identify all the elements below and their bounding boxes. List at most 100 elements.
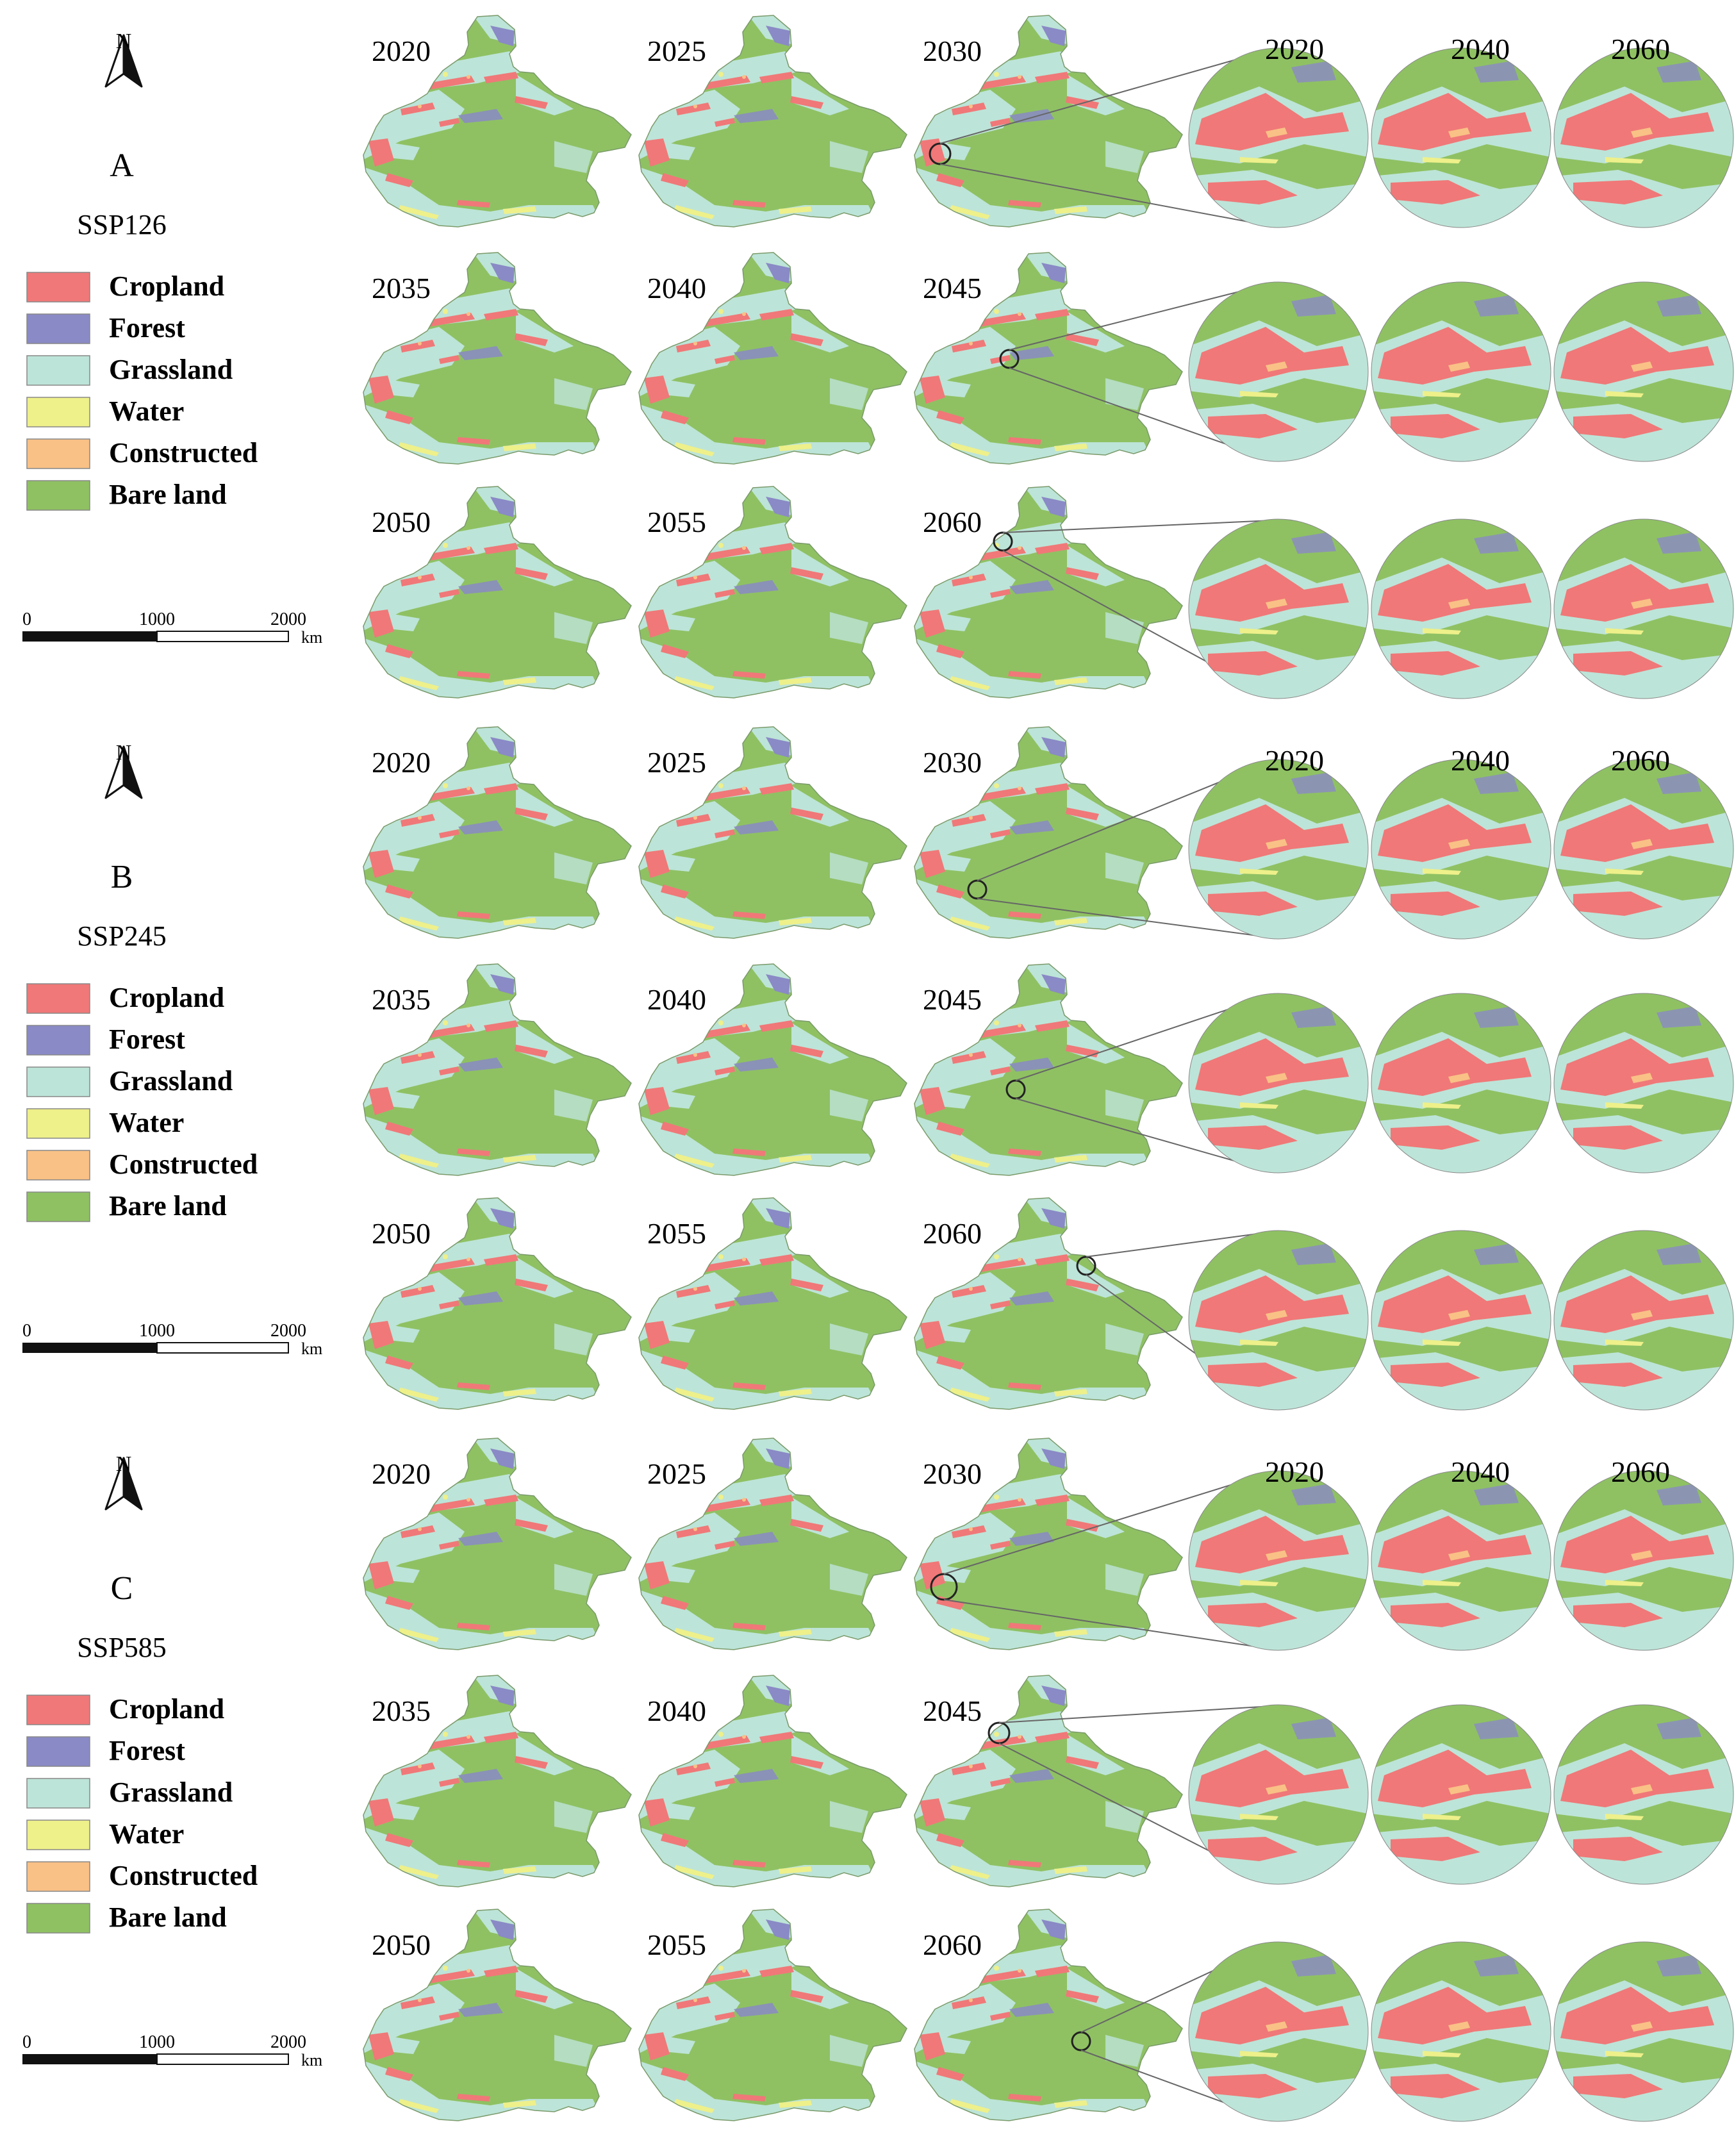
zoom-year-label: 2060 — [1611, 744, 1670, 777]
zoom-detail-circle — [1189, 282, 1368, 461]
scale-tick-label: 0 — [22, 1321, 31, 1341]
scenario-label: SSP245 — [77, 920, 166, 952]
zoom-detail-circle — [1371, 1471, 1551, 1650]
scale-tick-label: 1000 — [139, 2032, 175, 2052]
legend-swatch-grassland — [26, 355, 90, 386]
zoom-detail-circle — [1371, 993, 1551, 1173]
map-year-label: 2035 — [372, 1695, 431, 1727]
zoom-detail-circle — [1189, 1942, 1368, 2121]
map-year-label: 2045 — [923, 1695, 982, 1727]
north-label: N — [116, 29, 132, 53]
zoom-detail-circle — [1371, 759, 1551, 939]
legend-label-cropland: Cropland — [109, 270, 224, 302]
map-year-label: 2040 — [647, 1695, 706, 1727]
scale-tick-label: 2000 — [270, 2032, 306, 2052]
zoom-year-label: 2040 — [1451, 1455, 1510, 1488]
zoom-detail-circle — [1371, 282, 1551, 461]
legend-label-water: Water — [109, 1818, 184, 1850]
map-year-label: 2045 — [923, 983, 982, 1016]
map-year-label: 2060 — [923, 1217, 982, 1250]
scale-tick-label: 1000 — [139, 609, 175, 629]
legend-swatch-water — [26, 397, 90, 427]
legend-label-cropland: Cropland — [109, 1693, 224, 1725]
scale-tick-label: 1000 — [139, 1321, 175, 1341]
legend-label-grassland: Grassland — [109, 1777, 233, 1808]
panel-letter: A — [110, 147, 134, 184]
north-label: N — [116, 1452, 132, 1476]
zoom-leader-line — [1002, 520, 1273, 533]
legend-swatch-constructed — [26, 1861, 90, 1892]
zoom-detail-circle — [1189, 1471, 1368, 1650]
zoom-year-label: 2020 — [1265, 1455, 1324, 1488]
zoom-leader-line — [977, 898, 1273, 938]
map-year-label: 2025 — [647, 1457, 706, 1490]
legend: Cropland Forest Grassland Water Constructed B… — [26, 1693, 258, 1934]
zoom-detail-circle — [1371, 1942, 1551, 2121]
legend-swatch-water — [26, 1820, 90, 1850]
scale-tick-label: 0 — [22, 609, 31, 629]
scale-bar-light — [156, 1342, 289, 1354]
zoom-detail-circle — [1554, 282, 1733, 461]
map-year-label: 2040 — [647, 272, 706, 304]
zoom-detail-circle — [1554, 48, 1733, 228]
zoom-detail-circle — [1554, 519, 1733, 699]
scale-unit: km — [301, 2051, 322, 2069]
north-label: N — [116, 741, 132, 765]
legend-swatch-forest — [26, 1736, 90, 1767]
zoom-detail-circle — [1371, 1705, 1551, 1884]
legend-swatch-forest — [26, 1025, 90, 1056]
map-year-label: 2030 — [923, 1457, 982, 1490]
scale-unit: km — [301, 1339, 322, 1358]
zoom-leader-line — [939, 49, 1273, 144]
map-year-label: 2025 — [647, 35, 706, 67]
legend-swatch-forest — [26, 313, 90, 344]
zoom-year-label: 2020 — [1265, 744, 1324, 777]
panel-a: N A SSP126 Cropland Forest Grassland Water Cons… — [22, 13, 1733, 702]
legend-label-forest: Forest — [109, 1024, 185, 1055]
zoom-detail-circle — [1189, 993, 1368, 1173]
legend-label-bare_land: Bare land — [109, 1902, 227, 1933]
map-year-label: 2050 — [372, 506, 431, 538]
scale-bar-dark — [22, 631, 157, 642]
legend: Cropland Forest Grassland Water Constructed B… — [26, 982, 258, 1222]
legend-swatch-water — [26, 1108, 90, 1139]
zoom-year-label: 2060 — [1611, 1455, 1670, 1488]
legend-label-constructed: Constructed — [109, 1860, 258, 1891]
legend-label-grassland: Grassland — [109, 1065, 233, 1097]
legend-swatch-bare_land — [26, 480, 90, 511]
scenario-label: SSP585 — [77, 1632, 166, 1663]
legend-swatch-cropland — [26, 983, 90, 1014]
legend-swatch-bare_land — [26, 1191, 90, 1222]
map-year-label: 2030 — [923, 746, 982, 779]
legend-label-bare_land: Bare land — [109, 479, 227, 510]
map-year-label: 2050 — [372, 1217, 431, 1250]
map-year-label: 2030 — [923, 35, 982, 67]
legend-swatch-grassland — [26, 1066, 90, 1097]
panel-b: N B SSP245 Cropland Forest Grassland Water Cons… — [22, 724, 1733, 1413]
scale-tick-label: 2000 — [270, 609, 306, 629]
map-year-label: 2040 — [647, 983, 706, 1016]
legend-label-constructed: Constructed — [109, 437, 258, 468]
scale-bar-dark — [22, 1343, 157, 1353]
legend-label-grassland: Grassland — [109, 354, 233, 385]
map-year-label: 2020 — [372, 1457, 431, 1490]
scale-tick-label: 0 — [22, 2032, 31, 2052]
legend-swatch-constructed — [26, 438, 90, 469]
legend: Cropland Forest Grassland Water Constructed B… — [26, 270, 258, 511]
zoom-leader-line — [1009, 283, 1273, 351]
zoom-leader-line — [1015, 1098, 1273, 1172]
zoom-detail-circle — [1189, 1705, 1368, 1884]
panel-letter: C — [111, 1570, 133, 1607]
map-year-label: 2020 — [372, 35, 431, 67]
map-year-label: 2060 — [923, 506, 982, 538]
map-year-label: 2055 — [647, 1217, 706, 1250]
panels: N A SSP126 Cropland Forest Grassland Water Cons… — [22, 13, 1733, 2125]
zoom-detail-circle — [1371, 48, 1551, 228]
zoom-detail-circle — [1189, 759, 1368, 939]
scale-bar-dark — [22, 2054, 157, 2064]
zoom-detail-circle — [1371, 519, 1551, 699]
